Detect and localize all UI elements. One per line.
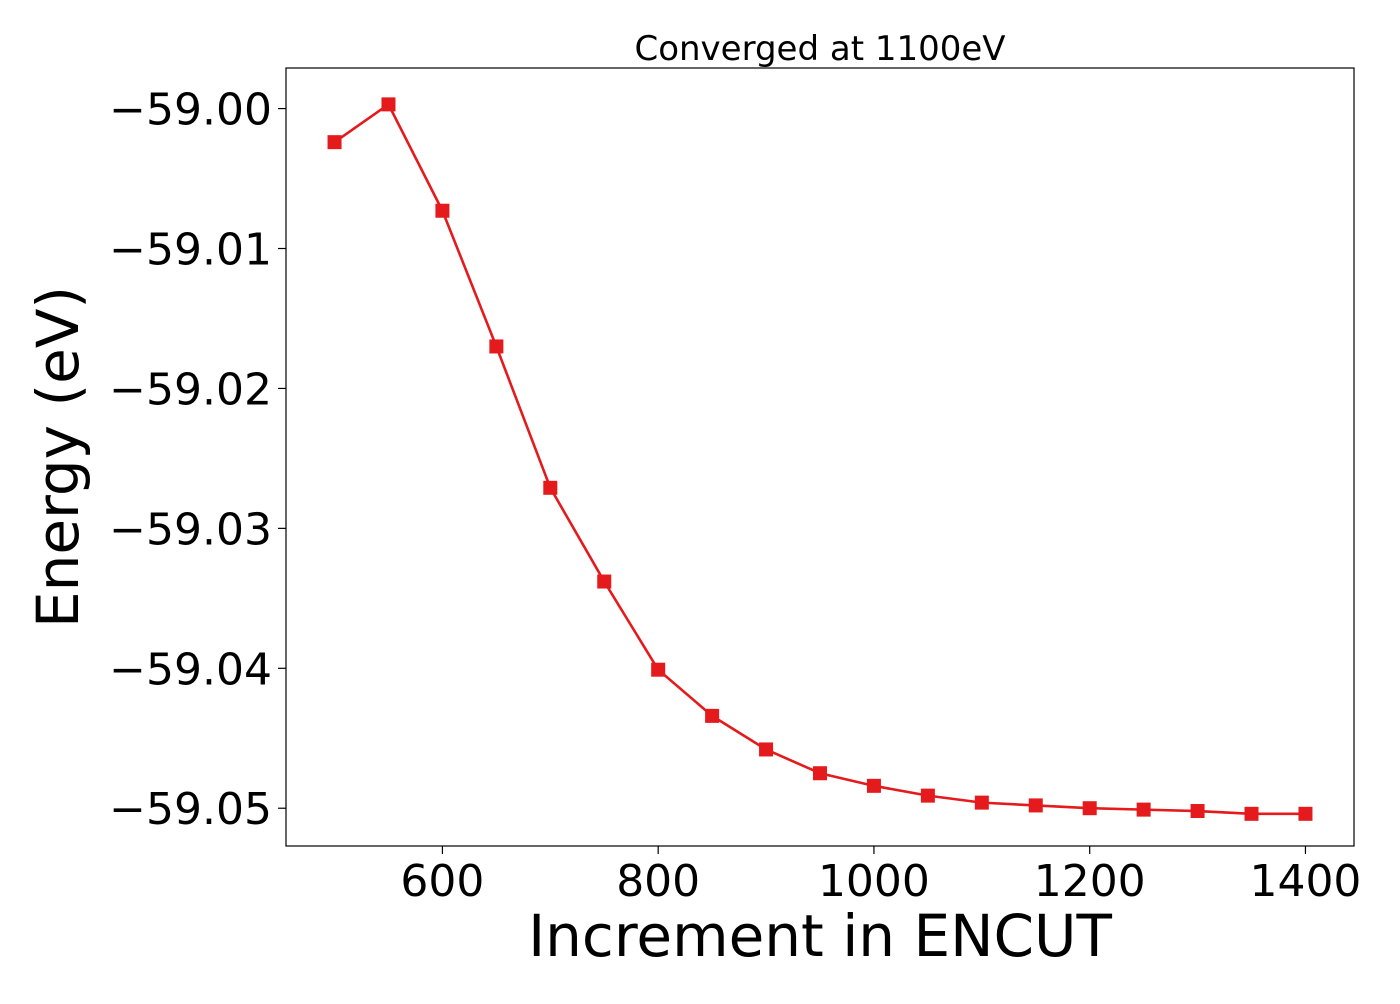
data-point-marker bbox=[489, 339, 504, 354]
y-tick-label: −59.03 bbox=[109, 504, 272, 555]
y-tick-label: −59.02 bbox=[109, 364, 272, 415]
y-axis-ticks: −59.00 −59.01 −59.02 −59.03 −59.04 −59.05 bbox=[109, 85, 286, 835]
data-point-marker bbox=[920, 788, 935, 803]
data-point-marker bbox=[1136, 802, 1151, 817]
data-point-marker bbox=[543, 480, 558, 495]
data-point-marker bbox=[866, 778, 881, 793]
chart-title: Converged at 1100eV bbox=[634, 29, 1005, 69]
y-tick-label: −59.01 bbox=[109, 225, 272, 276]
x-tick-label: 1400 bbox=[1249, 856, 1361, 907]
data-point-marker bbox=[597, 574, 612, 589]
x-tick-label: 1000 bbox=[818, 856, 930, 907]
data-point-marker bbox=[327, 135, 342, 150]
data-point-marker bbox=[813, 766, 827, 781]
x-axis-ticks: 600 800 1000 1200 1400 bbox=[400, 846, 1361, 907]
x-tick-label: 1200 bbox=[1034, 856, 1146, 907]
series-line bbox=[333, 103, 1306, 816]
data-point-marker bbox=[435, 203, 450, 218]
data-point-marker bbox=[651, 662, 666, 677]
y-tick-label: −59.05 bbox=[109, 784, 272, 835]
data-point-marker bbox=[1190, 804, 1205, 819]
x-axis-label: Increment in ENCUT bbox=[528, 902, 1112, 970]
x-tick-label: 800 bbox=[616, 856, 700, 907]
data-point-marker bbox=[1082, 801, 1097, 816]
data-point-marker bbox=[1244, 806, 1259, 821]
data-point-marker bbox=[1028, 798, 1043, 813]
y-tick-label: −59.04 bbox=[109, 644, 272, 695]
data-point-marker bbox=[705, 708, 720, 723]
x-tick-label: 600 bbox=[400, 856, 484, 907]
y-tick-label: −59.00 bbox=[109, 85, 272, 136]
data-point-marker bbox=[381, 97, 396, 112]
series-layer bbox=[327, 97, 1313, 821]
data-point-marker bbox=[1298, 806, 1313, 821]
data-point-marker bbox=[759, 742, 774, 757]
data-point-marker bbox=[974, 795, 989, 810]
y-axis-label: Energy (eV) bbox=[24, 286, 92, 628]
plot-area-frame bbox=[285, 67, 1355, 847]
